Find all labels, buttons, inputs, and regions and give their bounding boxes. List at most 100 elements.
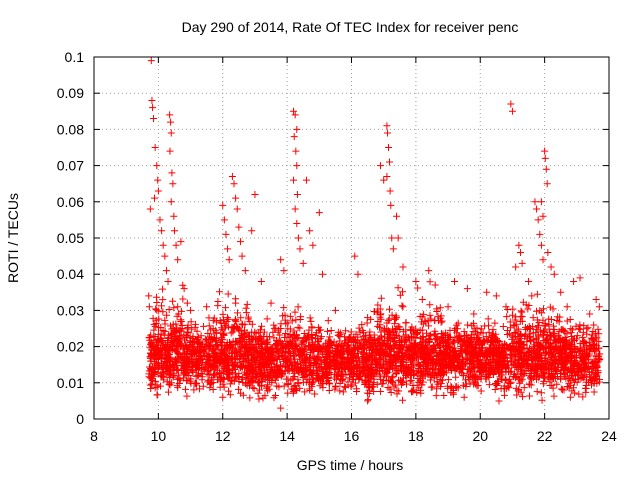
data-point bbox=[364, 354, 372, 362]
data-point bbox=[341, 383, 349, 391]
data-point bbox=[576, 274, 584, 282]
data-point bbox=[341, 383, 349, 391]
data-point bbox=[408, 332, 416, 340]
data-point bbox=[476, 356, 484, 364]
data-point bbox=[180, 331, 188, 339]
data-point bbox=[483, 288, 491, 296]
data-point bbox=[146, 205, 154, 213]
y-ticks bbox=[94, 56, 609, 420]
data-point bbox=[487, 362, 495, 370]
data-point bbox=[263, 339, 271, 347]
data-point bbox=[228, 366, 236, 374]
x-tick-label: 14 bbox=[279, 428, 295, 444]
data-point bbox=[492, 380, 500, 388]
data-point bbox=[341, 339, 349, 347]
data-point bbox=[225, 387, 233, 395]
data-point bbox=[299, 347, 307, 355]
data-point bbox=[376, 340, 384, 348]
data-point bbox=[453, 383, 461, 391]
data-point bbox=[541, 321, 549, 329]
data-point bbox=[320, 342, 328, 350]
data-point bbox=[412, 339, 420, 347]
data-point bbox=[480, 367, 488, 375]
data-point bbox=[365, 386, 373, 394]
data-point bbox=[366, 378, 374, 386]
data-point bbox=[193, 348, 201, 356]
data-point bbox=[204, 341, 212, 349]
data-point bbox=[212, 318, 220, 326]
data-point bbox=[197, 369, 205, 377]
data-point bbox=[419, 320, 427, 328]
data-point bbox=[345, 357, 353, 365]
data-point bbox=[534, 350, 542, 358]
data-point bbox=[149, 314, 157, 322]
data-point bbox=[444, 348, 452, 356]
data-point bbox=[358, 321, 366, 329]
data-point bbox=[351, 341, 359, 349]
data-point bbox=[247, 379, 255, 387]
data-point bbox=[233, 338, 241, 346]
data-point bbox=[169, 373, 177, 381]
data-point bbox=[199, 340, 207, 348]
data-point bbox=[233, 205, 241, 213]
data-point bbox=[507, 378, 515, 386]
data-point bbox=[219, 201, 227, 209]
data-point bbox=[431, 361, 439, 369]
data-point bbox=[256, 343, 264, 351]
data-point bbox=[151, 377, 159, 385]
data-point bbox=[483, 351, 491, 359]
data-point bbox=[289, 353, 297, 361]
data-point bbox=[174, 365, 182, 373]
data-point bbox=[324, 345, 332, 353]
data-point bbox=[304, 376, 312, 384]
data-point bbox=[383, 122, 391, 130]
data-point bbox=[575, 390, 583, 398]
data-point bbox=[590, 364, 598, 372]
data-point bbox=[593, 369, 601, 377]
data-point bbox=[299, 378, 307, 386]
data-point bbox=[156, 350, 164, 358]
data-point bbox=[404, 333, 412, 341]
data-point bbox=[539, 327, 547, 335]
data-point bbox=[173, 348, 181, 356]
data-point bbox=[233, 323, 241, 331]
data-point bbox=[210, 371, 218, 379]
data-point bbox=[179, 281, 187, 289]
data-point bbox=[361, 341, 369, 349]
data-point bbox=[546, 356, 554, 364]
data-point bbox=[377, 315, 385, 323]
data-point bbox=[567, 377, 575, 385]
data-point bbox=[242, 380, 250, 388]
data-point bbox=[563, 317, 571, 325]
data-point bbox=[568, 387, 576, 395]
data-point bbox=[451, 334, 459, 342]
data-point bbox=[298, 340, 306, 348]
data-point bbox=[588, 335, 596, 343]
data-point bbox=[529, 356, 537, 364]
data-point bbox=[254, 389, 262, 397]
data-point bbox=[537, 389, 545, 397]
data-point bbox=[494, 349, 502, 357]
data-point bbox=[440, 351, 448, 359]
data-point bbox=[396, 323, 404, 331]
data-point bbox=[239, 321, 247, 329]
data-point bbox=[526, 333, 534, 341]
data-point bbox=[150, 115, 158, 123]
data-point bbox=[204, 330, 212, 338]
data-points bbox=[145, 57, 604, 412]
data-point bbox=[186, 364, 194, 372]
data-point bbox=[563, 303, 571, 311]
data-point bbox=[337, 329, 345, 337]
data-point bbox=[393, 367, 401, 375]
data-point bbox=[398, 377, 406, 385]
data-point bbox=[170, 227, 178, 235]
data-point bbox=[557, 385, 565, 393]
data-point bbox=[369, 366, 377, 374]
data-point bbox=[515, 241, 523, 249]
data-point bbox=[253, 372, 261, 380]
x-tick-label: 20 bbox=[472, 428, 488, 444]
data-point bbox=[395, 387, 403, 395]
data-point bbox=[289, 389, 297, 397]
data-point bbox=[550, 350, 558, 358]
data-point bbox=[152, 293, 160, 301]
